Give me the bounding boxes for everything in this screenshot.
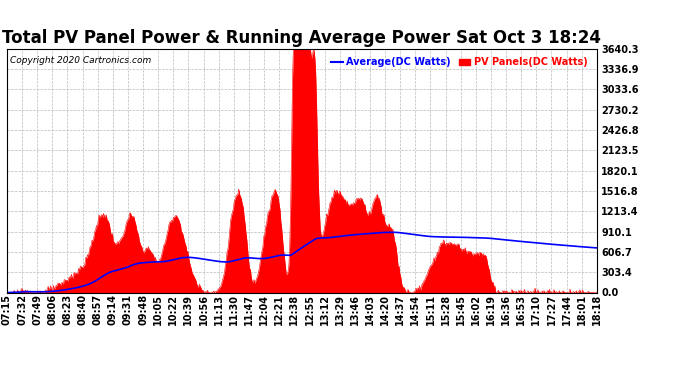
- Title: Total PV Panel Power & Running Average Power Sat Oct 3 18:24: Total PV Panel Power & Running Average P…: [2, 29, 602, 47]
- Text: Copyright 2020 Cartronics.com: Copyright 2020 Cartronics.com: [10, 56, 151, 65]
- Legend: Average(DC Watts), PV Panels(DC Watts): Average(DC Watts), PV Panels(DC Watts): [327, 54, 592, 71]
